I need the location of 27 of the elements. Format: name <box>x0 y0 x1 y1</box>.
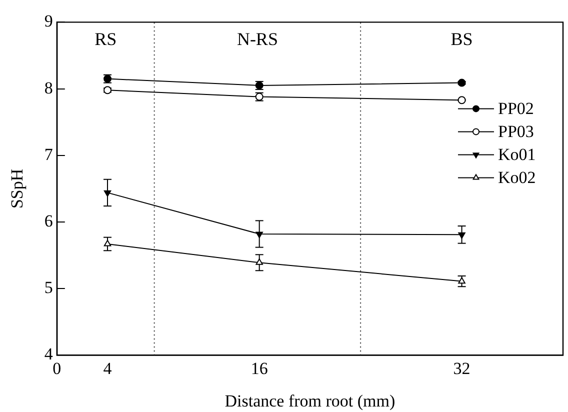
x-tick-label: 16 <box>250 358 268 378</box>
legend-label: PP02 <box>498 99 534 118</box>
y-tick-label: 6 <box>44 211 53 230</box>
annotation: BS <box>450 28 473 49</box>
y-tick-label: 4 <box>44 344 54 364</box>
point <box>256 232 263 238</box>
x-tick-label: 4 <box>103 358 112 378</box>
point <box>458 96 466 104</box>
point <box>458 78 466 87</box>
annotation: N-RS <box>236 28 278 49</box>
point <box>458 232 466 239</box>
point <box>458 277 466 284</box>
x-tick-label: 0 <box>52 358 62 378</box>
legend-label: Ko02 <box>498 168 536 188</box>
y-tick-label: 7 <box>44 144 54 164</box>
x-axis-title: Distance from root (mm) <box>224 391 396 410</box>
point <box>256 258 263 265</box>
legend-label: Ko01 <box>498 145 536 164</box>
y-tick-label: 8 <box>44 78 53 98</box>
y-tick-label: 9 <box>44 12 53 31</box>
legend-label: PP03 <box>498 122 534 142</box>
y-tick-label: 5 <box>44 278 53 298</box>
point <box>104 190 112 197</box>
x-tick-label: 32 <box>453 358 470 378</box>
point <box>104 240 112 246</box>
annotation: RS <box>94 28 117 49</box>
y-axis-title: SSpH <box>8 168 27 209</box>
